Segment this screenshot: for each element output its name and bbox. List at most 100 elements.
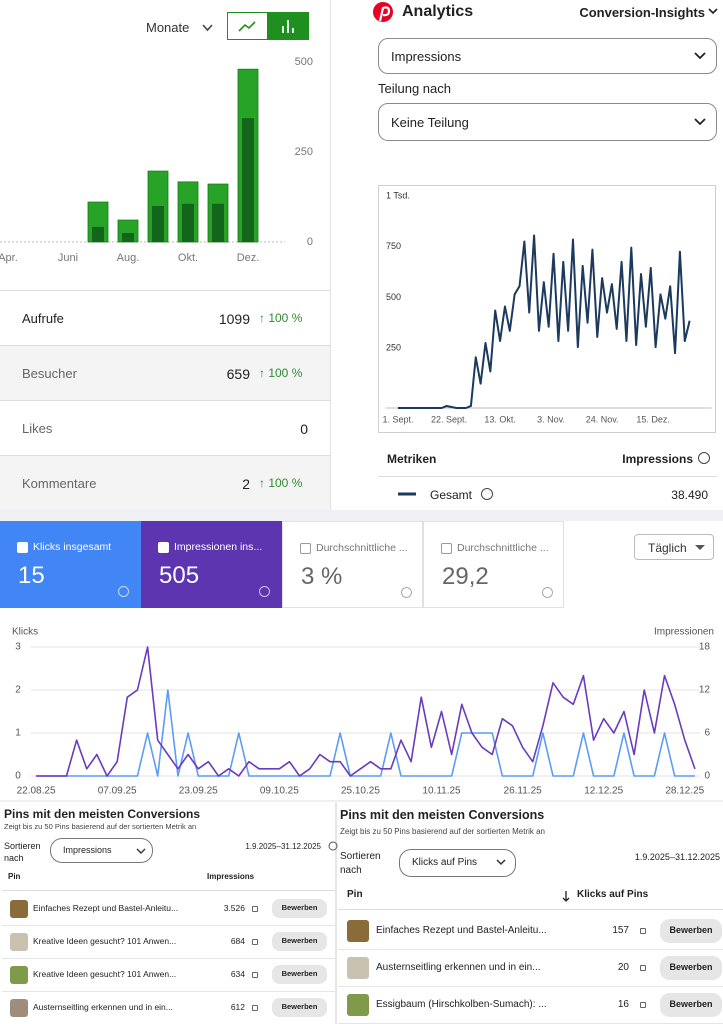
rule <box>338 986 723 987</box>
period-select[interactable]: Monate <box>146 20 190 35</box>
rule <box>338 949 723 950</box>
thumbnail <box>10 899 28 918</box>
card-label: Impressionen ins... <box>174 541 263 553</box>
stat-row: Aufrufe 1099 ↑ 100 % <box>0 290 330 345</box>
y2-tick-label: 12 <box>699 685 711 696</box>
stat-value: 659 <box>226 366 250 382</box>
stat-value: 1099 <box>218 311 250 327</box>
y2-tick-label: 6 <box>704 728 710 739</box>
action-button[interactable]: Bewerben <box>272 965 327 984</box>
divider <box>330 0 331 510</box>
x-tick-label: Aug. <box>117 252 140 264</box>
date-range: 1.9.2025–31.12.2025 <box>245 842 321 851</box>
app-title: Analytics <box>402 3 474 20</box>
checkbox[interactable] <box>158 542 169 553</box>
stat-change: ↑ 100 % <box>259 311 303 325</box>
card-value: 29,2 <box>442 563 489 590</box>
checkbox[interactable] <box>17 542 28 553</box>
split-label: Teilung nach <box>378 81 451 96</box>
split-select[interactable]: Keine Teilung <box>378 103 717 141</box>
date-range: 1.9.2025–31.12.2025 <box>634 852 720 862</box>
metric-value: Impressions <box>391 49 462 64</box>
copy-icon <box>252 1004 258 1011</box>
stat-label: Aufrufe <box>22 311 64 326</box>
sort-select[interactable]: Impressions <box>50 838 153 863</box>
action-button[interactable]: Bewerben <box>272 932 327 951</box>
pin-title: Einfaches Rezept und Bastel-Anleitu... <box>376 924 547 936</box>
action-button[interactable]: Bewerben <box>272 899 327 918</box>
rule <box>2 991 335 992</box>
pin-title: Kreative Ideen gesucht? 101 Anwen... <box>33 969 177 980</box>
thumbnail <box>347 956 369 979</box>
toggle-line[interactable] <box>227 12 268 40</box>
action-label: Bewerben <box>281 936 318 946</box>
pin-title: Kreative Ideen gesucht? 101 Anwen... <box>33 936 177 947</box>
metric-card[interactable]: Klicks insgesamt 15 <box>0 521 141 608</box>
pin-title: Essigbaum (Hirschkolben-Sumach): ... <box>376 998 547 1010</box>
checkbox[interactable] <box>441 543 452 554</box>
card-value: 3 % <box>301 563 343 590</box>
stat-value: 0 <box>300 421 308 437</box>
stat-row: Kommentare 2 ↑ 100 % <box>0 455 330 510</box>
y-tick-label: 2 <box>15 685 21 696</box>
x-tick-label: 22.08.25 <box>17 786 56 797</box>
pin-value: 16 <box>617 998 629 1010</box>
table-subtitle: Zeigt bis zu 50 Pins basierend auf der s… <box>4 822 197 831</box>
menu[interactable]: Conversion-Insights <box>579 5 705 20</box>
y2-tick-label: 0 <box>704 771 710 782</box>
table-header: Impressions <box>622 452 693 466</box>
sort-label: Sortieren nach <box>4 841 41 864</box>
metric-card[interactable]: Durchschnittliche ... 3 % <box>282 521 423 608</box>
column-header: Klicks auf Pins <box>577 889 649 900</box>
x-tick-label: 09.10.25 <box>260 786 299 797</box>
pin-value: 612 <box>230 1002 245 1013</box>
bar <box>152 206 164 242</box>
table-subtitle: Zeigt bis zu 50 Pins basierend auf der s… <box>340 827 545 836</box>
action-button[interactable]: Bewerben <box>660 918 722 943</box>
copy-icon <box>640 1001 646 1008</box>
stat-value: 2 <box>242 476 250 492</box>
card-label: Durchschnittliche ... <box>457 542 549 554</box>
sort-value: Impressions <box>63 845 112 855</box>
x-tick-label: Apr. <box>0 252 18 264</box>
rule <box>2 958 335 959</box>
range-select[interactable]: Täglich <box>634 534 714 560</box>
sort-select[interactable]: Klicks auf Pins <box>399 849 516 877</box>
pin-title: Austernseitling erkennen und in ein... <box>33 1002 173 1013</box>
copy-icon <box>640 927 646 934</box>
metric-card[interactable]: Durchschnittliche ... 29,2 <box>423 521 564 608</box>
pin-value: 157 <box>612 924 629 936</box>
action-button[interactable]: Bewerben <box>272 998 327 1017</box>
checkbox[interactable] <box>300 543 311 554</box>
action-button[interactable]: Bewerben <box>660 955 722 980</box>
pin-value: 684 <box>230 936 245 947</box>
x-tick-label: 10.11.25 <box>422 786 461 797</box>
rule <box>378 476 717 477</box>
card-value: 15 <box>18 562 45 589</box>
action-button[interactable]: Bewerben <box>660 992 722 1017</box>
table-title: Pins mit den meisten Conversions <box>4 807 201 821</box>
bar <box>87 201 109 243</box>
action-label: Bewerben <box>281 903 318 913</box>
sort-label: Sortieren nach <box>340 851 381 876</box>
bar <box>207 183 229 243</box>
help-icon <box>542 587 553 598</box>
chart-frame <box>378 185 716 433</box>
thumbnail <box>10 932 28 951</box>
y-tick-label: 0 <box>15 771 21 782</box>
bar <box>117 219 139 243</box>
pin-title: Austernseitling erkennen und in ein... <box>376 961 541 973</box>
x-tick-label: 07.09.25 <box>98 786 137 797</box>
toggle-bar[interactable] <box>268 12 309 40</box>
separator <box>0 510 723 521</box>
pin-value: 3.526 <box>223 903 245 914</box>
stat-row: Likes 0 <box>0 400 330 455</box>
card-value: 505 <box>159 562 200 589</box>
metric-card[interactable]: Impressionen ins... 505 <box>141 521 282 608</box>
y-tick-label: 1 <box>15 728 21 739</box>
info-icon <box>698 452 710 464</box>
action-label: Bewerben <box>669 924 713 935</box>
metric-select[interactable]: Impressions <box>378 38 717 74</box>
stat-label: Likes <box>22 421 53 436</box>
x-tick-label: Okt. <box>178 252 198 264</box>
